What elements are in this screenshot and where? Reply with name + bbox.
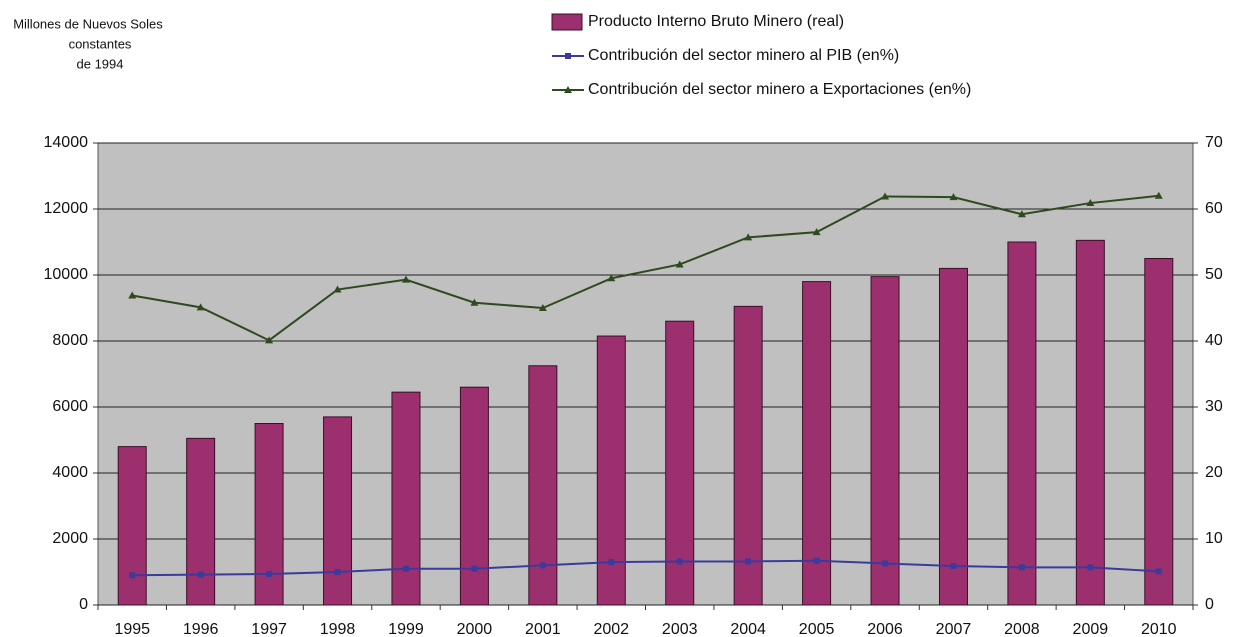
x-tick-label: 2006 <box>867 621 903 637</box>
line-marker <box>1087 564 1094 571</box>
line-marker <box>1086 199 1095 207</box>
line <box>132 559 1159 577</box>
legend-label: Producto Interno Bruto Minero (real) <box>588 13 844 30</box>
line-marker <box>470 298 479 306</box>
line-marker <box>128 291 137 299</box>
y2-tick-label: 0 <box>1205 596 1214 613</box>
line-marker <box>608 559 615 566</box>
line-marker <box>539 562 546 569</box>
y2-tick-label: 60 <box>1205 200 1223 217</box>
line-marker <box>744 233 753 241</box>
y2-tick-label: 10 <box>1205 530 1223 547</box>
legend-label: Contribución del sector minero al PIB (e… <box>588 47 899 64</box>
line-marker <box>607 274 616 282</box>
x-tick-label: 2009 <box>1073 621 1109 637</box>
x-tick-label: 2003 <box>662 621 698 637</box>
y-axis-label: constantes <box>69 36 132 51</box>
line-marker <box>1017 210 1026 218</box>
line-marker <box>401 275 410 283</box>
line-marker <box>812 228 821 236</box>
bar <box>870 276 900 606</box>
y-tick-label: 8000 <box>52 332 88 349</box>
x-tick-label: 2004 <box>730 621 766 637</box>
x-tick-label: 1997 <box>251 621 287 637</box>
line-marker <box>745 558 752 565</box>
line-marker <box>471 565 478 572</box>
y-tick-label: 14000 <box>44 134 89 151</box>
line-marker <box>334 569 341 575</box>
y-tick-label: 6000 <box>52 398 88 415</box>
x-tick-label: 1995 <box>114 621 150 637</box>
bar <box>1144 258 1174 606</box>
x-tick-label: 2010 <box>1141 621 1177 637</box>
line-marker <box>538 304 547 311</box>
bar <box>1007 241 1037 606</box>
line-marker <box>813 557 820 564</box>
legend-label: Contribución del sector minero a Exporta… <box>588 81 971 98</box>
legend-marker <box>564 86 572 93</box>
bar <box>117 446 147 606</box>
line-marker <box>266 570 273 577</box>
bar <box>391 391 421 606</box>
legend-marker <box>565 53 571 59</box>
y2-tick-label: 30 <box>1205 398 1223 415</box>
line-marker <box>1154 191 1163 199</box>
x-tick-label: 1998 <box>320 621 356 637</box>
y-tick-label: 4000 <box>52 464 88 481</box>
y2-tick-label: 40 <box>1205 332 1223 349</box>
line-marker <box>1018 564 1025 571</box>
bar <box>323 416 353 606</box>
line-marker <box>675 260 684 268</box>
y-axis-label: Millones de Nuevos Soles <box>13 16 163 31</box>
x-tick-label: 2000 <box>457 621 493 637</box>
x-tick-label: 2001 <box>525 621 561 637</box>
line-marker <box>881 192 890 200</box>
line-marker <box>333 285 342 293</box>
bar <box>459 386 489 606</box>
x-tick-label: 2005 <box>799 621 835 637</box>
bar <box>254 423 284 606</box>
bar <box>1075 239 1105 606</box>
y-tick-label: 10000 <box>44 266 89 283</box>
y-axis-label: de 1994 <box>77 56 124 71</box>
y-tick-label: 0 <box>79 596 88 613</box>
line-marker <box>129 572 136 579</box>
y-tick-label: 12000 <box>44 200 89 217</box>
x-tick-label: 2002 <box>593 621 629 637</box>
line-marker <box>882 560 889 567</box>
bar <box>938 267 968 606</box>
y2-tick-label: 70 <box>1205 134 1223 151</box>
bar <box>802 281 832 606</box>
line-marker <box>197 571 204 578</box>
line-marker <box>402 565 409 572</box>
x-tick-label: 1996 <box>183 621 219 637</box>
y-tick-label: 2000 <box>52 530 88 547</box>
bar <box>665 320 695 606</box>
line <box>132 194 1159 342</box>
x-tick-label: 1999 <box>388 621 424 637</box>
bar <box>186 437 216 606</box>
line-marker <box>196 303 205 311</box>
x-tick-label: 2008 <box>1004 621 1040 637</box>
line-marker <box>950 563 957 570</box>
y2-tick-label: 50 <box>1205 266 1223 283</box>
bar <box>733 305 763 606</box>
line-marker <box>1155 568 1162 575</box>
legend-swatch <box>551 13 583 31</box>
line-marker <box>949 193 958 201</box>
y2-tick-label: 20 <box>1205 464 1223 481</box>
line-marker <box>265 336 274 344</box>
bar <box>528 365 558 606</box>
x-tick-label: 2007 <box>936 621 972 637</box>
line-marker <box>676 558 683 565</box>
